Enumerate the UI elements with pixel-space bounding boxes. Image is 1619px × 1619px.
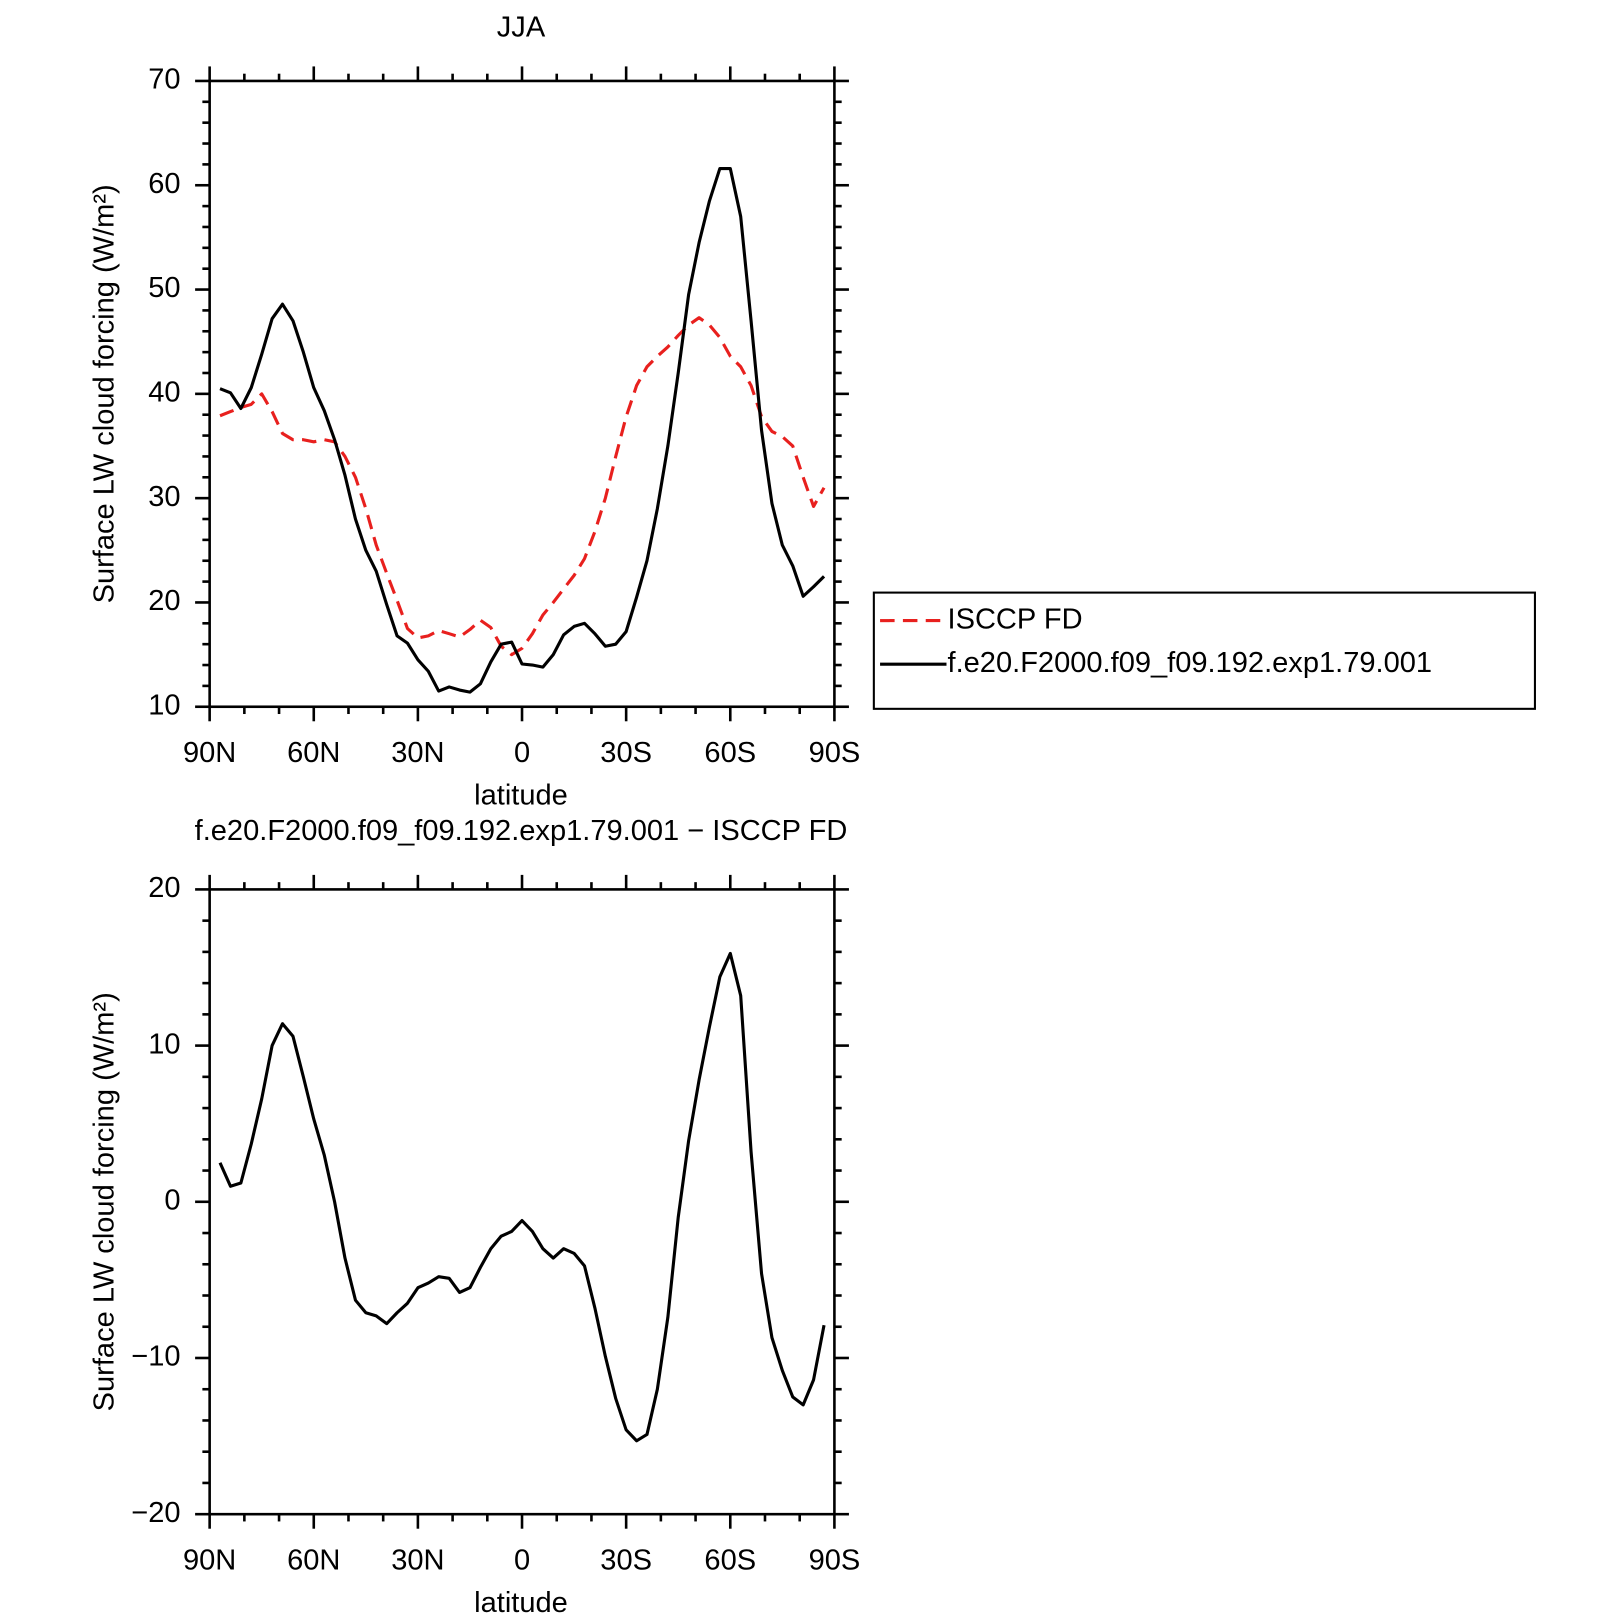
x-tick-label: 90S (809, 1545, 861, 1577)
y-tick-label: 60 (148, 168, 180, 200)
y-tick-label: 40 (148, 377, 180, 409)
series-line (219, 316, 826, 657)
x-tick-label: 90N (183, 1545, 236, 1577)
y-tick-label: −10 (131, 1341, 180, 1373)
y-tick-label: −20 (131, 1497, 180, 1529)
x-tick-label: 90S (809, 737, 861, 769)
y-axis-label: Surface LW cloud forcing (W/m²) (89, 184, 121, 603)
y-axis-label: Surface LW cloud forcing (W/m²) (89, 992, 121, 1411)
plot-frame (208, 888, 836, 1516)
chart-title: JJA (497, 12, 546, 44)
chart-title: f.e20.F2000.f09_f09.192.exp1.79.001 − IS… (195, 815, 848, 847)
legend-box (872, 591, 1536, 710)
x-axis-label: latitude (474, 780, 568, 812)
y-tick-label: 0 (164, 1184, 180, 1216)
legend-label: f.e20.F2000.f09_f09.192.exp1.79.001 (948, 647, 1433, 679)
x-tick-label: 60S (704, 737, 756, 769)
series-line (219, 166, 826, 694)
y-tick-label: 70 (148, 64, 180, 96)
x-tick-label: 30S (600, 737, 652, 769)
x-tick-label: 0 (514, 737, 530, 769)
legend-label: ISCCP FD (948, 603, 1083, 635)
y-tick-label: 50 (148, 272, 180, 304)
y-tick-label: 20 (148, 585, 180, 617)
legend: ISCCP FD f.e20.F2000.f09_f09.192.exp1.79.… (872, 591, 1536, 710)
x-tick-label: 90N (183, 737, 236, 769)
x-tick-label: 60N (287, 737, 340, 769)
x-tick-label: 0 (514, 1545, 530, 1577)
x-axis-label: latitude (474, 1587, 568, 1619)
x-tick-label: 60N (287, 1545, 340, 1577)
x-tick-label: 30N (391, 737, 444, 769)
x-tick-label: 30S (600, 1545, 652, 1577)
y-tick-label: 10 (148, 689, 180, 721)
x-tick-label: 60S (704, 1545, 756, 1577)
series-line (218, 951, 826, 1443)
plot-frame (208, 79, 836, 709)
x-tick-label: 30N (391, 1545, 444, 1577)
y-tick-label: 30 (148, 481, 180, 513)
y-tick-label: 10 (148, 1028, 180, 1060)
y-tick-label: 20 (148, 872, 180, 904)
